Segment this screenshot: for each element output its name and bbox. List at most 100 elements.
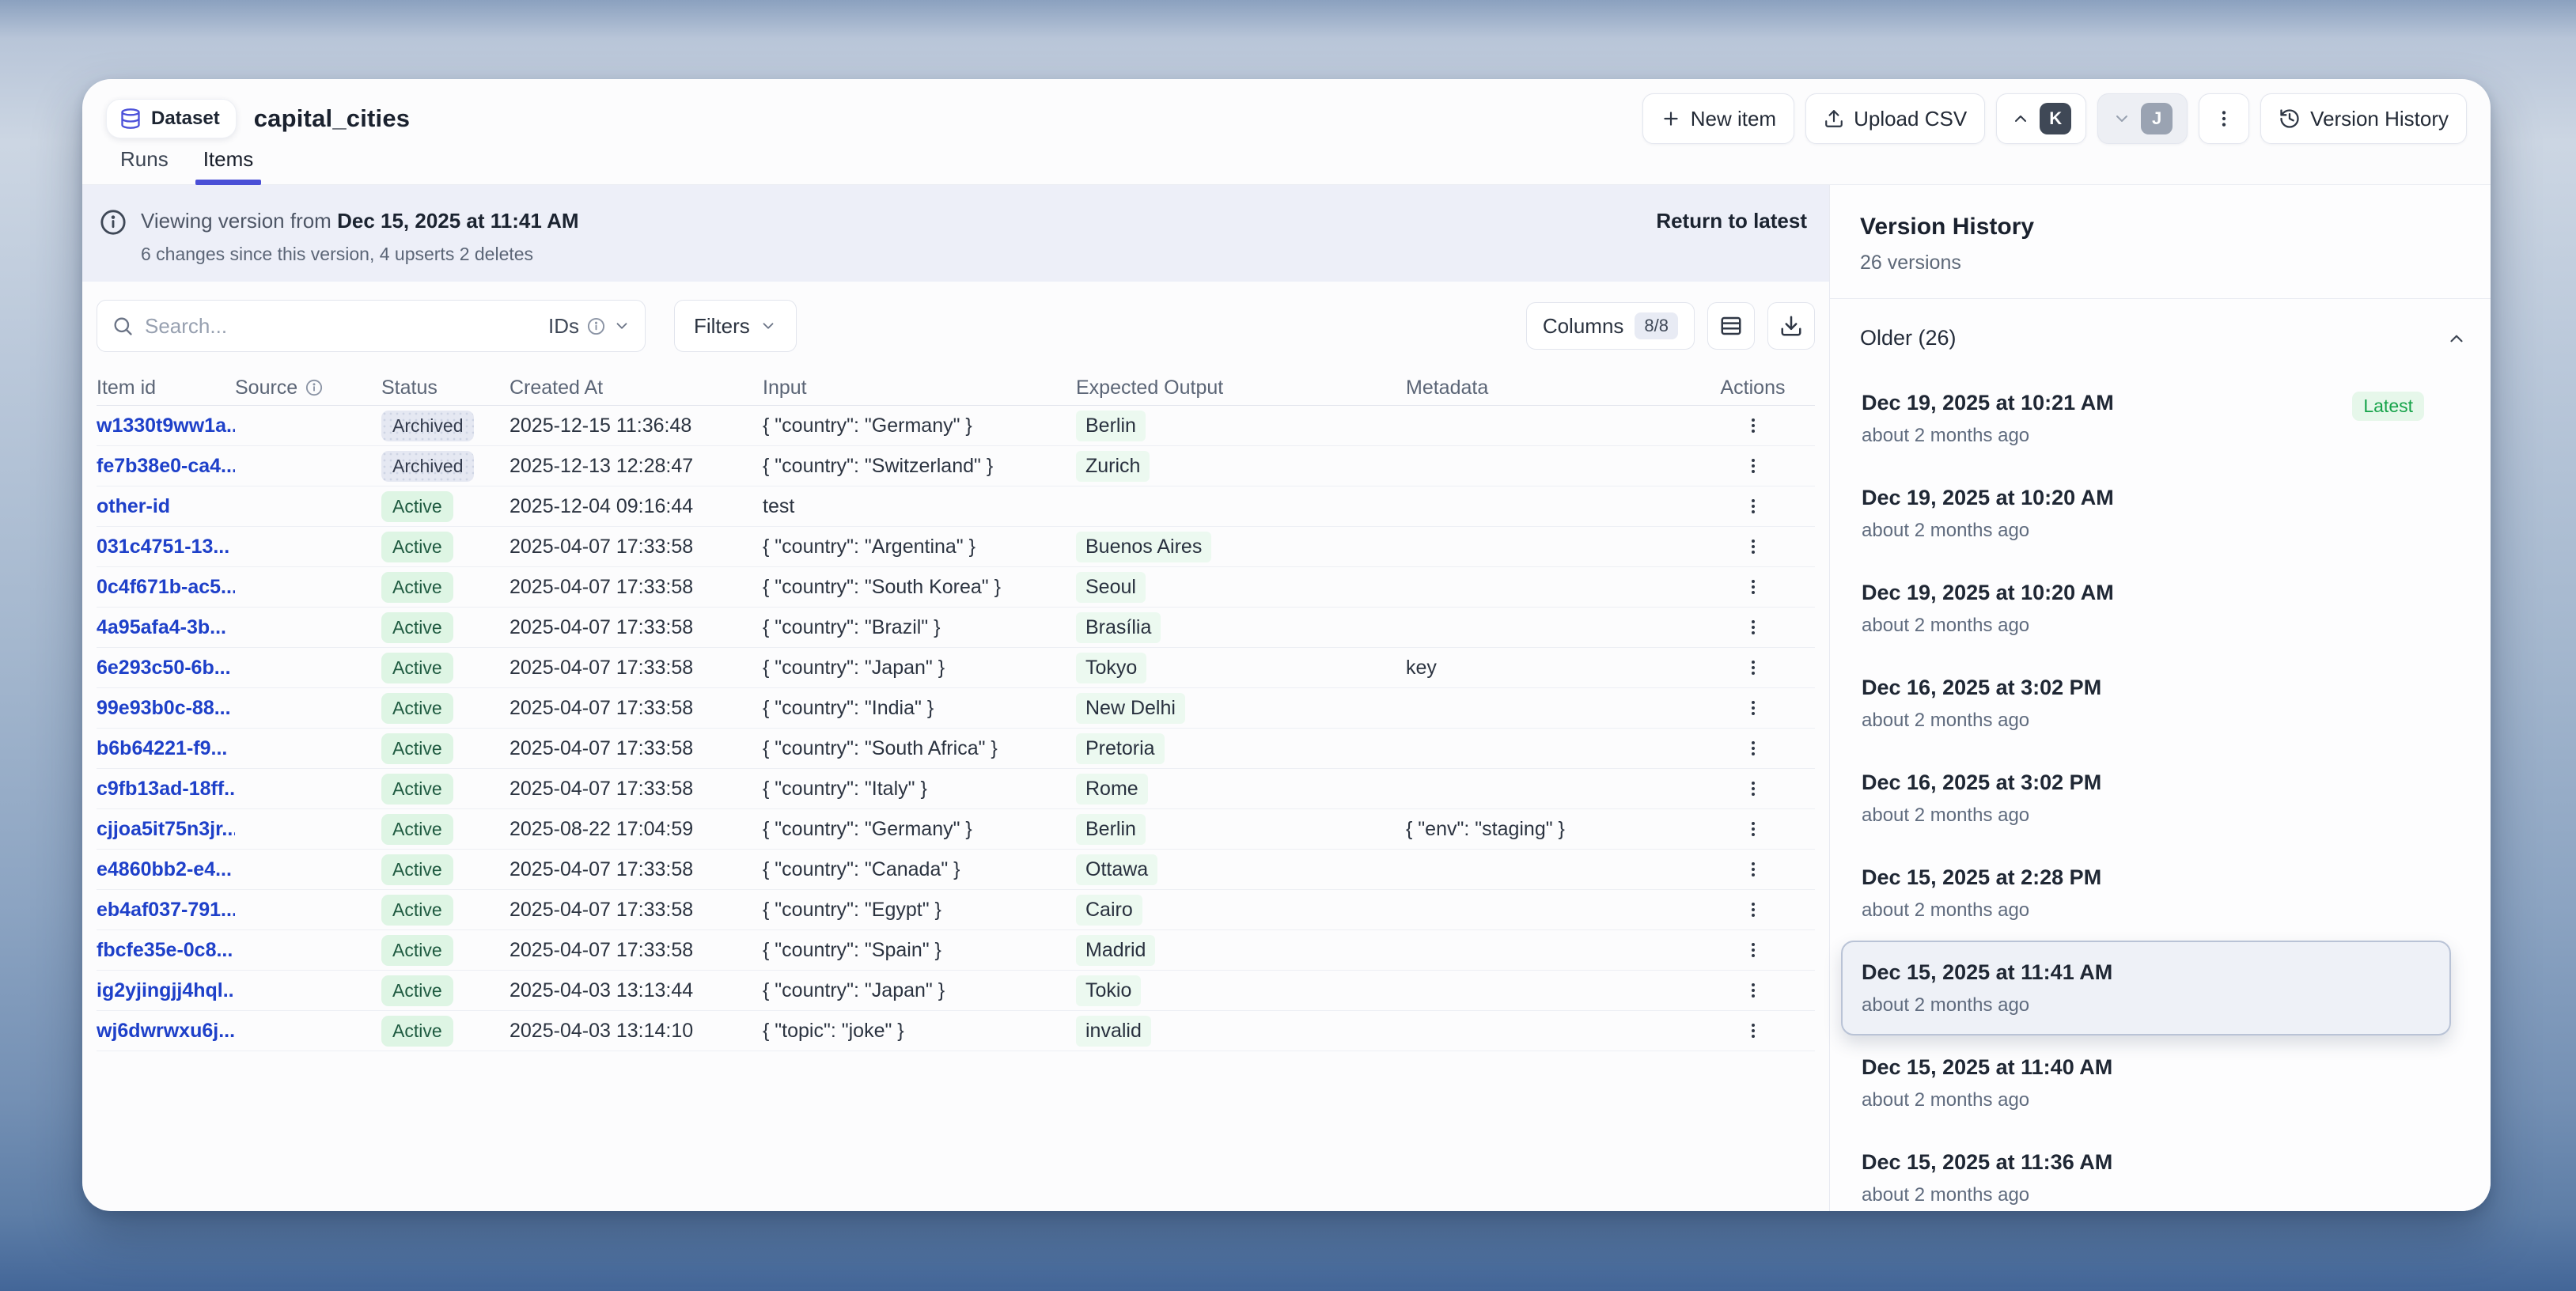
row-actions-button[interactable] — [1734, 850, 1772, 888]
row-actions-button[interactable] — [1734, 1012, 1772, 1050]
row-actions-button[interactable] — [1734, 931, 1772, 969]
new-item-button[interactable]: New item — [1642, 93, 1795, 144]
download-button[interactable] — [1767, 302, 1815, 350]
tab-runs[interactable]: Runs — [120, 147, 169, 171]
row-actions-button[interactable] — [1734, 447, 1772, 485]
table-row[interactable]: 031c4751-13... Active 2025-04-07 17:33:5… — [97, 527, 1815, 567]
item-id-link[interactable]: eb4af037-791... — [97, 898, 235, 921]
user-k-menu-button[interactable]: K — [1996, 93, 2087, 144]
item-id-link[interactable]: fe7b38e0-ca4... — [97, 454, 235, 477]
item-id-link[interactable]: fbcfe35e-0c8... — [97, 938, 233, 961]
version-item[interactable]: Dec 15, 2025 at 11:41 AM about 2 months … — [1841, 941, 2451, 1035]
upload-csv-button[interactable]: Upload CSV — [1805, 93, 1986, 144]
table-row[interactable]: cjjoa5it75n3jr... Active 2025-08-22 17:0… — [97, 809, 1815, 850]
row-actions-button[interactable] — [1734, 891, 1772, 929]
version-item[interactable]: Dec 15, 2025 at 11:40 AM about 2 months … — [1841, 1035, 2451, 1130]
input-cell: { "country": "Germany" } — [763, 414, 972, 437]
status-badge: Archived — [381, 450, 475, 482]
table-row[interactable]: 99e93b0c-88... Active 2025-04-07 17:33:5… — [97, 688, 1815, 729]
row-actions-button[interactable] — [1734, 528, 1772, 566]
filters-button[interactable]: Filters — [674, 300, 797, 352]
columns-count-badge: 8/8 — [1635, 312, 1678, 339]
column-header-input[interactable]: Input — [763, 376, 807, 399]
more-options-button[interactable] — [2199, 93, 2250, 144]
kebab-icon — [1751, 1024, 1755, 1038]
table-row[interactable]: fbcfe35e-0c8... Active 2025-04-07 17:33:… — [97, 930, 1815, 971]
expected-output-value: Tokyo — [1076, 652, 1147, 683]
row-actions-button[interactable] — [1734, 608, 1772, 646]
search-field-selector[interactable]: IDs — [548, 314, 631, 339]
input-cell: { "country": "South Korea" } — [763, 575, 1001, 598]
table-row[interactable]: c9fb13ad-18ff... Active 2025-04-07 17:33… — [97, 769, 1815, 809]
column-header-created-at[interactable]: Created At — [510, 376, 604, 399]
metadata-cell: { "env": "staging" } — [1406, 817, 1565, 840]
created-at-cell: 2025-12-15 11:36:48 — [510, 414, 692, 437]
version-relative-time: about 2 months ago — [1862, 615, 2030, 636]
version-item[interactable]: Dec 19, 2025 at 10:21 AM about 2 months … — [1841, 371, 2451, 466]
item-id-link[interactable]: c9fb13ad-18ff... — [97, 777, 235, 800]
table-row[interactable]: wj6dwrwxu6j... Active 2025-04-03 13:14:1… — [97, 1011, 1815, 1051]
avatar-j: J — [2141, 103, 2173, 134]
rows-icon — [1721, 316, 1741, 335]
row-actions-button[interactable] — [1734, 649, 1772, 687]
version-item[interactable]: Dec 16, 2025 at 3:02 PM about 2 months a… — [1841, 656, 2451, 751]
column-header-source[interactable]: Source — [235, 377, 381, 399]
table-row[interactable]: ig2yjingjj4hql... Active 2025-04-03 13:1… — [97, 971, 1815, 1011]
row-actions-button[interactable] — [1734, 689, 1772, 727]
row-actions-button[interactable] — [1734, 971, 1772, 1009]
version-item[interactable]: Dec 19, 2025 at 10:20 AM about 2 months … — [1841, 466, 2451, 561]
item-id-link[interactable]: w1330t9ww1a... — [97, 414, 235, 437]
version-item[interactable]: Dec 16, 2025 at 3:02 PM about 2 months a… — [1841, 751, 2451, 846]
table-row[interactable]: b6b64221-f9... Active 2025-04-07 17:33:5… — [97, 729, 1815, 769]
status-badge: Active — [381, 934, 453, 966]
table-row[interactable]: 4a95afa4-3b... Active 2025-04-07 17:33:5… — [97, 608, 1815, 648]
kebab-icon — [1751, 459, 1755, 473]
item-id-link[interactable]: ig2yjingjj4hql... — [97, 979, 235, 1001]
table-row[interactable]: 6e293c50-6b... Active 2025-04-07 17:33:5… — [97, 648, 1815, 688]
row-actions-button[interactable] — [1734, 729, 1772, 767]
version-item[interactable]: Dec 19, 2025 at 10:20 AM about 2 months … — [1841, 561, 2451, 656]
version-history-button[interactable]: Version History — [2260, 93, 2467, 144]
columns-button[interactable]: Columns 8/8 — [1525, 302, 1695, 350]
search-input[interactable] — [145, 313, 537, 339]
tab-items[interactable]: Items — [195, 147, 261, 185]
created-at-cell: 2025-04-03 13:13:44 — [510, 979, 694, 1001]
user-j-menu-button[interactable]: J — [2097, 93, 2188, 144]
kebab-icon — [1751, 862, 1755, 876]
item-id-link[interactable]: b6b64221-f9... — [97, 736, 228, 759]
item-id-link[interactable]: e4860bb2-e4... — [97, 858, 232, 880]
version-item[interactable]: Dec 15, 2025 at 2:28 PM about 2 months a… — [1841, 846, 2451, 941]
search-box[interactable]: IDs — [97, 300, 646, 352]
row-actions-button[interactable] — [1734, 487, 1772, 525]
table-row[interactable]: w1330t9ww1a... Archived 2025-12-15 11:36… — [97, 406, 1815, 446]
version-item[interactable]: Dec 15, 2025 at 11:36 AM about 2 months … — [1841, 1130, 2451, 1211]
column-header-status[interactable]: Status — [381, 376, 438, 399]
row-actions-button[interactable] — [1734, 407, 1772, 445]
item-id-link[interactable]: other-id — [97, 494, 171, 517]
item-id-link[interactable]: 031c4751-13... — [97, 535, 230, 558]
table-row[interactable]: other-id Active 2025-12-04 09:16:44 test — [97, 486, 1815, 527]
item-id-link[interactable]: 99e93b0c-88... — [97, 696, 231, 719]
column-header-item-id[interactable]: Item id — [97, 376, 157, 399]
actions-cell — [1691, 810, 1815, 848]
table-row[interactable]: e4860bb2-e4... Active 2025-04-07 17:33:5… — [97, 850, 1815, 890]
item-id-link[interactable]: 6e293c50-6b... — [97, 656, 231, 679]
input-cell: { "country": "South Africa" } — [763, 736, 998, 759]
row-height-button[interactable] — [1707, 302, 1755, 350]
column-header-expected-output[interactable]: Expected Output — [1076, 376, 1224, 399]
return-to-latest-link[interactable]: Return to latest — [1656, 209, 1807, 233]
table-row[interactable]: eb4af037-791... Active 2025-04-07 17:33:… — [97, 890, 1815, 930]
table-row[interactable]: fe7b38e0-ca4... Archived 2025-12-13 12:2… — [97, 446, 1815, 486]
item-id-link[interactable]: cjjoa5it75n3jr... — [97, 817, 235, 840]
older-section-header[interactable]: Older (26) — [1860, 326, 2467, 350]
created-at-cell: 2025-04-07 17:33:58 — [510, 535, 694, 558]
column-header-metadata[interactable]: Metadata — [1406, 376, 1489, 399]
plus-icon — [1664, 112, 1678, 126]
row-actions-button[interactable] — [1734, 770, 1772, 808]
item-id-link[interactable]: 4a95afa4-3b... — [97, 615, 226, 638]
item-id-link[interactable]: 0c4f671b-ac5... — [97, 575, 235, 598]
item-id-link[interactable]: wj6dwrwxu6j... — [97, 1019, 235, 1042]
table-row[interactable]: 0c4f671b-ac5... Active 2025-04-07 17:33:… — [97, 567, 1815, 608]
row-actions-button[interactable] — [1734, 568, 1772, 606]
row-actions-button[interactable] — [1734, 810, 1772, 848]
